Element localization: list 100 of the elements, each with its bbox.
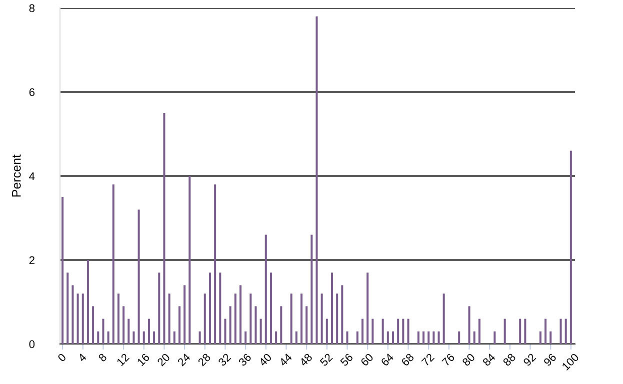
bar bbox=[173, 331, 176, 344]
bar bbox=[402, 318, 404, 344]
y-tick-label: 2 bbox=[29, 256, 34, 264]
x-tick-label: 76 bbox=[442, 352, 456, 366]
bar bbox=[66, 272, 69, 344]
y-axis-title: Percent bbox=[12, 154, 21, 197]
bar bbox=[320, 294, 323, 344]
bar bbox=[468, 306, 470, 344]
bar bbox=[204, 294, 206, 344]
bar bbox=[397, 318, 400, 344]
y-tick-label: 8 bbox=[29, 4, 35, 12]
x-tick-label: 8 bbox=[98, 352, 108, 362]
bar bbox=[132, 331, 135, 344]
bar bbox=[478, 318, 480, 344]
x-tick-label: 36 bbox=[238, 352, 252, 367]
bar bbox=[158, 272, 160, 344]
bar bbox=[148, 318, 150, 344]
bar bbox=[168, 294, 170, 344]
bar bbox=[254, 306, 257, 344]
bar bbox=[138, 210, 140, 344]
bar bbox=[550, 331, 552, 344]
bar bbox=[560, 318, 562, 344]
bar bbox=[219, 272, 222, 344]
x-tick-label: 60 bbox=[360, 352, 374, 366]
x-tick-label: 24 bbox=[177, 352, 191, 366]
x-tick-label: 92 bbox=[522, 352, 536, 366]
bar bbox=[188, 176, 191, 344]
bar bbox=[473, 331, 476, 344]
bar bbox=[336, 294, 338, 344]
bar bbox=[142, 331, 145, 344]
bar bbox=[316, 16, 318, 344]
bar bbox=[198, 331, 201, 344]
bar bbox=[244, 331, 247, 344]
x-tick-label: 44 bbox=[278, 352, 292, 367]
bar bbox=[82, 294, 84, 344]
bar bbox=[539, 331, 542, 344]
bar bbox=[128, 318, 130, 344]
bar bbox=[264, 234, 267, 344]
bar bbox=[97, 331, 100, 344]
bar bbox=[524, 318, 526, 344]
bar bbox=[229, 306, 232, 344]
x-tick-label: 64 bbox=[380, 352, 394, 366]
bar bbox=[544, 318, 547, 344]
bar bbox=[442, 294, 445, 344]
bar bbox=[356, 331, 358, 344]
bar bbox=[76, 294, 79, 344]
bar bbox=[504, 318, 506, 344]
bar bbox=[270, 272, 272, 344]
x-tick-label: 40 bbox=[258, 352, 272, 367]
bar bbox=[163, 113, 166, 344]
bar bbox=[208, 272, 211, 344]
bar bbox=[366, 272, 369, 344]
bar bbox=[214, 184, 216, 344]
bar bbox=[92, 306, 94, 344]
bar bbox=[102, 318, 104, 344]
x-tick-label: 4 bbox=[78, 352, 87, 362]
bar bbox=[407, 318, 410, 344]
bar bbox=[184, 285, 186, 344]
x-tick-label: 12 bbox=[116, 352, 130, 366]
y-tick-label: 6 bbox=[29, 88, 35, 96]
bar bbox=[86, 260, 89, 344]
y-tick-label: 0 bbox=[29, 340, 35, 348]
x-tick-label: 0 bbox=[57, 352, 67, 362]
x-tick-label: 80 bbox=[462, 352, 476, 366]
bar bbox=[122, 306, 125, 344]
bar bbox=[250, 294, 252, 344]
bar bbox=[178, 306, 180, 344]
bar bbox=[112, 184, 114, 344]
bar bbox=[300, 294, 302, 344]
bar bbox=[346, 331, 348, 344]
bar bbox=[306, 306, 308, 344]
x-tick-label: 56 bbox=[340, 352, 354, 367]
bar bbox=[570, 150, 572, 344]
bar bbox=[275, 331, 278, 344]
x-tick-label: 28 bbox=[197, 352, 212, 366]
bar bbox=[260, 318, 262, 344]
bar bbox=[239, 285, 242, 344]
bar bbox=[295, 331, 298, 344]
bar bbox=[310, 234, 313, 344]
x-tick-label: 88 bbox=[502, 352, 516, 366]
bar bbox=[234, 294, 236, 344]
bar bbox=[224, 318, 226, 344]
bar bbox=[153, 331, 156, 344]
bar bbox=[438, 331, 440, 344]
bar bbox=[422, 331, 425, 344]
x-tick-label: 48 bbox=[298, 352, 313, 367]
bar bbox=[72, 285, 74, 344]
bar bbox=[62, 197, 64, 344]
x-tick-label: 68 bbox=[400, 352, 414, 366]
bar bbox=[386, 331, 389, 344]
x-tick-label: 100 bbox=[562, 352, 580, 371]
bar bbox=[392, 331, 394, 344]
bar bbox=[290, 294, 292, 344]
x-tick-label: 72 bbox=[421, 352, 435, 366]
bar bbox=[494, 331, 496, 344]
x-tick-label: 84 bbox=[482, 352, 496, 366]
bar bbox=[361, 318, 364, 344]
bar bbox=[382, 318, 384, 344]
x-tick-label: 20 bbox=[156, 352, 170, 366]
x-tick-label: 32 bbox=[218, 352, 232, 367]
